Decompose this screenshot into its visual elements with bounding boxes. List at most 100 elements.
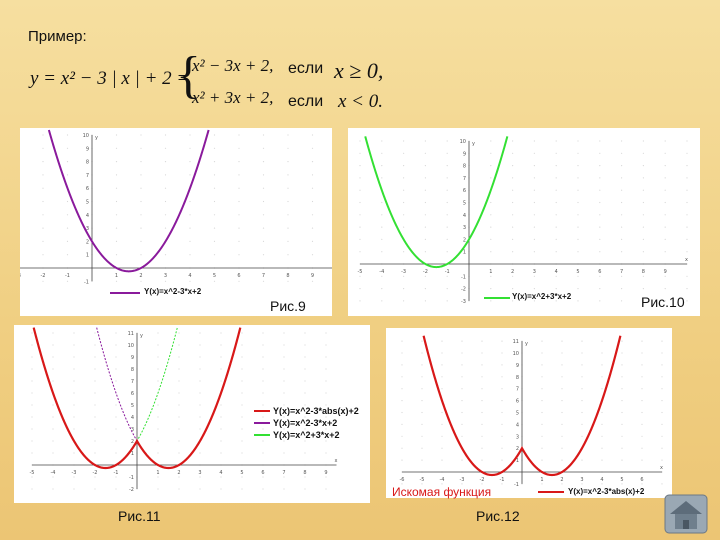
grid-dot — [621, 352, 623, 354]
slide-title: Пример: — [28, 28, 87, 45]
grid-dot — [213, 240, 216, 242]
grid-dot — [555, 165, 557, 167]
grid-dot — [359, 152, 361, 154]
grid-dot — [241, 368, 243, 370]
grid-dot — [641, 447, 643, 449]
grid-dot — [661, 388, 663, 390]
figure-11-legend: Y(x)=x^2-3*abs(x)+2 Y(x)=x^2-3*x+2 Y(x)=… — [254, 405, 359, 441]
grid-dot — [381, 165, 383, 167]
grid-dot — [512, 189, 514, 191]
grid-dot — [238, 174, 240, 176]
x-tick-label: 7 — [262, 273, 265, 279]
grid-dot — [621, 388, 623, 390]
grid-dot — [403, 152, 405, 154]
grid-dot — [73, 356, 75, 358]
x-tick-label: -1 — [65, 273, 70, 279]
x-tick-label: 4 — [555, 269, 558, 275]
grid-dot — [311, 254, 314, 256]
grid-dot — [599, 214, 601, 216]
grid-dot — [140, 200, 142, 203]
x-tick-label: 1 — [115, 273, 118, 279]
grid-dot — [642, 238, 644, 240]
grid-dot — [283, 332, 285, 334]
grid-dot — [140, 227, 142, 229]
grid-dot — [73, 380, 75, 382]
grid-dot — [621, 376, 623, 378]
grid-dot — [213, 227, 216, 229]
grid-dot — [621, 177, 623, 179]
grid-dot — [241, 380, 243, 382]
grid-dot — [403, 251, 405, 253]
grid-dot — [621, 238, 623, 240]
grid-dot — [441, 411, 443, 414]
grid-dot — [94, 440, 96, 442]
grid-dot — [481, 352, 483, 354]
x-tick-label: -2 — [423, 269, 428, 275]
grid-dot — [115, 214, 118, 216]
grid-dot — [561, 483, 563, 485]
grid-dot — [661, 459, 663, 461]
grid-dot — [461, 459, 463, 461]
grid-dot — [424, 214, 426, 216]
home-button[interactable] — [664, 494, 708, 534]
grid-dot — [481, 364, 483, 366]
grid-dot — [52, 440, 54, 442]
grid-dot — [199, 380, 201, 382]
grid-dot — [115, 280, 118, 282]
grid-dot — [287, 214, 289, 216]
grid-dot — [157, 452, 159, 454]
grid-dot — [325, 416, 327, 418]
y-tick-label: 6 — [463, 188, 466, 194]
grid-dot — [157, 356, 159, 358]
figure-12-curve — [422, 335, 622, 477]
grid-dot — [461, 388, 463, 390]
grid-dot — [664, 288, 666, 290]
grid-dot — [52, 368, 54, 370]
grid-dot — [541, 435, 543, 437]
figure-9-caption: Рис.9 — [270, 298, 306, 314]
grid-dot — [73, 332, 75, 334]
grid-dot — [490, 275, 492, 277]
grid-dot — [66, 280, 69, 282]
grid-dot — [42, 227, 44, 229]
grid-dot — [561, 423, 563, 425]
grid-dot — [555, 251, 557, 253]
grid-dot — [601, 483, 603, 485]
y-tick-label: 1 — [86, 253, 89, 259]
grid-dot — [213, 187, 216, 189]
grid-dot — [42, 240, 44, 242]
grid-dot — [403, 275, 405, 277]
grid-dot — [381, 214, 383, 216]
grid-dot — [164, 161, 167, 163]
grid-dot — [262, 240, 265, 242]
grid-dot — [664, 177, 666, 179]
grid-dot — [577, 288, 579, 290]
grid-dot — [66, 214, 69, 216]
grid-dot — [621, 201, 623, 204]
x-tick-label: 5 — [576, 269, 579, 275]
grid-dot — [490, 251, 492, 253]
x-tick-label: 6 — [261, 470, 264, 476]
grid-dot — [199, 488, 201, 490]
grid-dot — [94, 428, 96, 430]
x-tick-label: 1 — [489, 269, 492, 275]
x-tick-label: -3 — [460, 477, 465, 483]
grid-dot — [555, 177, 557, 179]
grid-dot — [359, 300, 361, 302]
figure-12-caption: Рис.12 — [476, 508, 520, 524]
grid-dot — [601, 435, 603, 437]
grid-dot — [73, 416, 75, 418]
grid-dot — [311, 147, 314, 149]
grid-dot — [424, 165, 426, 167]
grid-dot — [31, 392, 33, 394]
y-tick-label: 1 — [516, 458, 519, 464]
grid-dot — [490, 300, 492, 302]
grid-dot — [213, 174, 216, 176]
grid-dot — [581, 459, 583, 461]
x-tick-label: -5 — [420, 477, 425, 483]
grid-dot — [189, 227, 191, 229]
grid-dot — [325, 404, 327, 406]
grid-dot — [421, 447, 423, 449]
grid-dot — [461, 400, 463, 402]
grid-dot — [555, 300, 557, 302]
